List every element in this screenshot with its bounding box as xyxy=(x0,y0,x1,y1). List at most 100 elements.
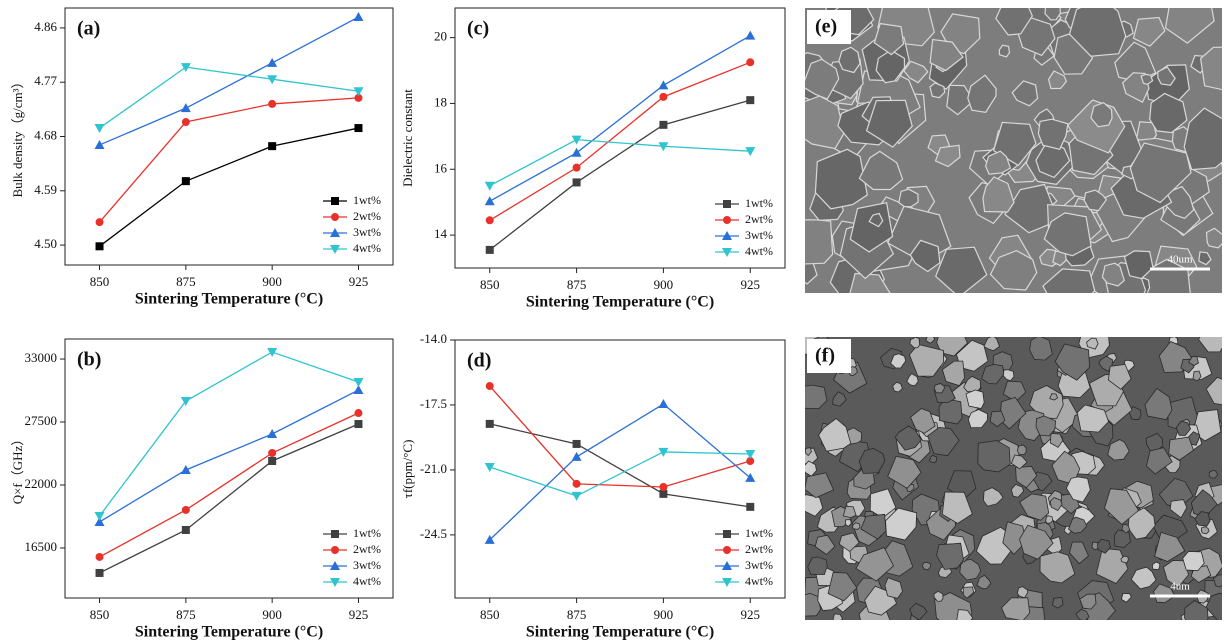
x-axis-label: Sintering Temperature (°C) xyxy=(135,624,323,640)
grain xyxy=(966,390,984,409)
marker xyxy=(572,492,582,501)
marker xyxy=(485,196,495,205)
grain xyxy=(784,220,833,265)
marker xyxy=(353,12,363,21)
marker xyxy=(486,216,494,224)
panel-label: (d) xyxy=(467,350,491,372)
y-tick-label: 33000 xyxy=(25,350,58,365)
y-tick-label: 16500 xyxy=(25,539,58,554)
x-tick-label: 925 xyxy=(741,277,761,292)
legend-label: 3wt% xyxy=(745,228,773,242)
marker xyxy=(267,58,277,67)
y-tick-label: -14.0 xyxy=(420,331,447,346)
marker xyxy=(95,140,105,149)
y-axis-label: τf(ppm/°C) xyxy=(400,440,415,499)
series-line xyxy=(100,390,359,522)
grain xyxy=(999,45,1009,57)
marker xyxy=(96,569,104,577)
legend-marker xyxy=(723,546,731,554)
legend-label: 2wt% xyxy=(745,542,773,556)
x-axis-label: Sintering Temperature (°C) xyxy=(526,624,714,640)
marker xyxy=(96,242,104,250)
legend-marker xyxy=(723,530,731,538)
legend-label: 2wt% xyxy=(353,542,381,556)
marker xyxy=(96,553,104,561)
marker xyxy=(745,31,755,40)
y-tick-label: 22000 xyxy=(25,476,58,491)
y-tick-label: 14 xyxy=(434,226,448,241)
legend-marker xyxy=(331,530,339,538)
legend-marker xyxy=(723,200,731,208)
panel-label: (b) xyxy=(77,349,101,371)
marker xyxy=(181,465,191,474)
panel-label: (a) xyxy=(77,18,100,40)
y-tick-label: 4.77 xyxy=(34,73,57,88)
legend-label: 3wt% xyxy=(745,558,773,572)
y-axis-label: Q×f（GHz） xyxy=(10,433,25,505)
figure: 4.504.594.684.774.86850875900925Sinterin… xyxy=(0,0,1230,640)
marker xyxy=(268,457,276,465)
series-line xyxy=(490,100,751,250)
legend-marker xyxy=(331,546,339,554)
series-line xyxy=(490,404,751,540)
marker xyxy=(267,429,277,438)
marker xyxy=(573,178,581,186)
x-tick-label: 850 xyxy=(90,607,110,622)
marker xyxy=(182,506,190,514)
x-tick-label: 900 xyxy=(654,277,674,292)
legend-label: 4wt% xyxy=(745,574,773,588)
x-tick-label: 875 xyxy=(567,607,587,622)
legend-label: 4wt% xyxy=(353,241,381,255)
legend-label: 1wt% xyxy=(353,526,381,540)
sem-image xyxy=(784,0,1230,323)
legend-label: 1wt% xyxy=(353,193,381,207)
grain xyxy=(1209,470,1218,478)
marker xyxy=(354,420,362,428)
marker xyxy=(486,382,494,390)
marker xyxy=(658,80,668,89)
series-line xyxy=(490,62,751,220)
y-tick-label: 4.86 xyxy=(34,19,57,34)
marker xyxy=(659,93,667,101)
marker xyxy=(746,96,754,104)
legend-label: 3wt% xyxy=(353,225,381,239)
x-tick-label: 850 xyxy=(90,274,110,289)
marker xyxy=(746,503,754,511)
panel-label: (f) xyxy=(815,345,835,367)
legend-label: 3wt% xyxy=(353,558,381,572)
legend-marker xyxy=(331,197,339,205)
marker xyxy=(572,452,582,461)
legend-label: 4wt% xyxy=(745,244,773,258)
y-axis-label: Bulk density（g/cm³） xyxy=(10,76,25,198)
x-tick-label: 875 xyxy=(176,274,196,289)
marker xyxy=(268,142,276,150)
x-tick-label: 900 xyxy=(654,607,674,622)
grain xyxy=(923,562,931,570)
grain xyxy=(798,593,821,616)
marker xyxy=(572,148,582,157)
plot-frame xyxy=(65,339,393,598)
x-tick-label: 925 xyxy=(741,607,761,622)
y-axis-label: Dielectric constant xyxy=(400,89,415,187)
marker xyxy=(268,449,276,457)
y-tick-label: 18 xyxy=(434,94,447,109)
grain xyxy=(934,384,944,393)
marker xyxy=(181,103,191,112)
legend-marker xyxy=(331,213,339,221)
x-tick-label: 925 xyxy=(349,607,369,622)
marker xyxy=(267,348,277,357)
marker xyxy=(353,87,363,96)
series-line xyxy=(490,36,751,202)
series-line xyxy=(490,452,751,496)
series-line xyxy=(100,67,359,128)
series-line xyxy=(100,17,359,145)
y-tick-label: -24.5 xyxy=(420,526,447,541)
legend-label: 1wt% xyxy=(745,526,773,540)
sem-image xyxy=(798,326,1230,636)
marker xyxy=(573,440,581,448)
x-tick-label: 850 xyxy=(480,607,500,622)
x-tick-label: 925 xyxy=(349,274,369,289)
marker xyxy=(659,483,667,491)
series-line xyxy=(100,128,359,246)
marker xyxy=(354,409,362,417)
